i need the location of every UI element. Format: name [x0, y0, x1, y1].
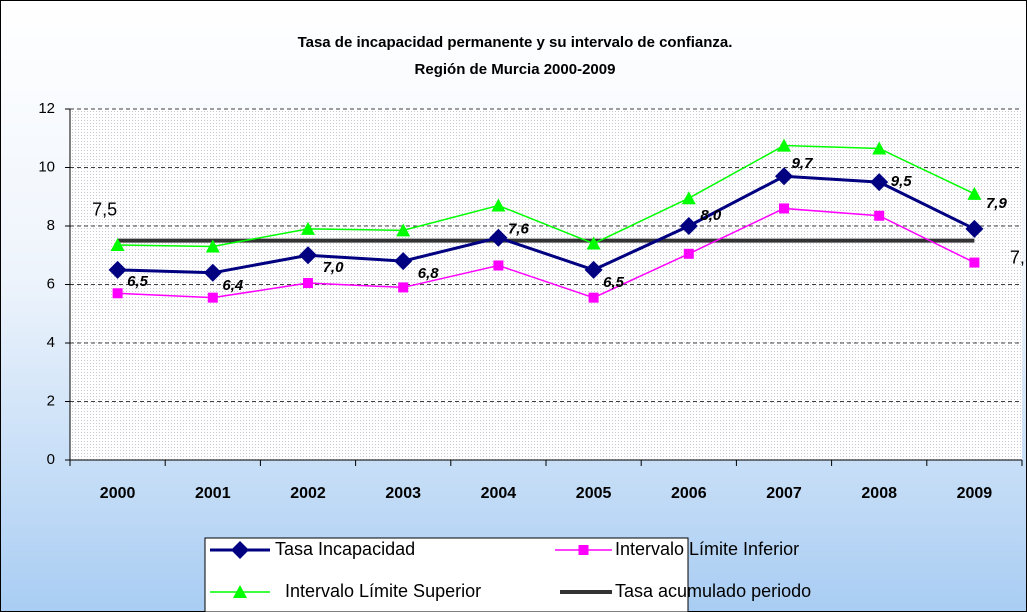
- data-point: [969, 257, 980, 268]
- data-point: [679, 217, 698, 235]
- data-point: [394, 252, 413, 271]
- x-tick-label: 2000: [100, 485, 136, 502]
- data-label: 6,5: [127, 273, 149, 290]
- x-tick-label: 2009: [957, 485, 993, 502]
- y-tick-label: 4: [47, 334, 55, 351]
- legend-label: Intervalo Límite Superior: [285, 581, 481, 601]
- legend-label: Tasa Incapacidad: [275, 539, 415, 559]
- series-line: [117, 207, 975, 299]
- data-label: 7,5: [1010, 247, 1027, 267]
- y-tick-label: 2: [47, 392, 55, 409]
- data-point: [207, 292, 218, 303]
- chart-subtitle: Región de Murcia 2000-2009: [415, 61, 616, 78]
- x-tick-label: 2008: [861, 485, 897, 502]
- data-label: 6,5: [603, 274, 625, 291]
- y-tick-label: 6: [47, 275, 55, 292]
- legend-marker: [231, 541, 249, 559]
- y-tick-label: 10: [38, 158, 55, 175]
- data-point: [965, 219, 984, 238]
- y-tick-label: 8: [47, 217, 55, 234]
- data-point: [110, 238, 125, 252]
- x-tick-label: 2004: [481, 485, 517, 502]
- data-point: [967, 186, 982, 200]
- data-point: [112, 288, 123, 299]
- data-point: [491, 198, 506, 212]
- data-label: 8,0: [700, 207, 722, 224]
- data-point: [779, 203, 789, 214]
- y-tick-label: 12: [38, 100, 55, 117]
- x-tick-label: 2005: [576, 485, 612, 502]
- data-point: [205, 239, 220, 253]
- data-point: [299, 246, 317, 265]
- legend-label: Tasa acumulado periodo: [615, 581, 811, 601]
- data-point: [681, 191, 696, 205]
- x-tick-label: 2002: [290, 485, 326, 502]
- data-point: [108, 260, 127, 279]
- chart-title: Tasa de incapacidad permanente y su inte…: [298, 34, 733, 51]
- data-point: [398, 282, 409, 293]
- legend-marker: [233, 585, 247, 598]
- data-label: 6,4: [222, 277, 244, 294]
- legend-marker: [578, 545, 589, 555]
- data-point: [303, 278, 313, 289]
- data-point: [775, 167, 793, 186]
- data-label: 7,9: [986, 195, 1008, 212]
- data-label: 6,8: [418, 265, 440, 282]
- data-point: [586, 236, 601, 250]
- data-label: 7,0: [323, 259, 345, 276]
- y-tick-label: 0: [47, 451, 55, 468]
- series-line: [117, 174, 976, 275]
- series-line: [117, 144, 975, 248]
- x-tick-label: 2006: [671, 485, 707, 502]
- data-point: [872, 141, 887, 155]
- data-point: [588, 292, 599, 303]
- data-point: [584, 260, 603, 279]
- data-point: [870, 173, 889, 192]
- data-point: [301, 221, 315, 235]
- data-point: [203, 263, 222, 282]
- data-label: 7,6: [508, 221, 530, 238]
- data-point: [489, 228, 508, 247]
- data-point: [874, 210, 885, 221]
- data-label: 9,5: [891, 173, 913, 190]
- data-point: [777, 138, 791, 152]
- legend-label: Intervalo Límite Inferior: [615, 539, 799, 559]
- data-label: 9,7: [792, 155, 814, 172]
- x-tick-label: 2007: [766, 485, 802, 502]
- data-point: [396, 223, 411, 237]
- x-tick-label: 2003: [385, 485, 421, 502]
- x-tick-label: 2001: [195, 485, 231, 502]
- data-label: 7,5: [92, 199, 117, 219]
- data-point: [493, 260, 504, 271]
- data-point: [683, 248, 694, 259]
